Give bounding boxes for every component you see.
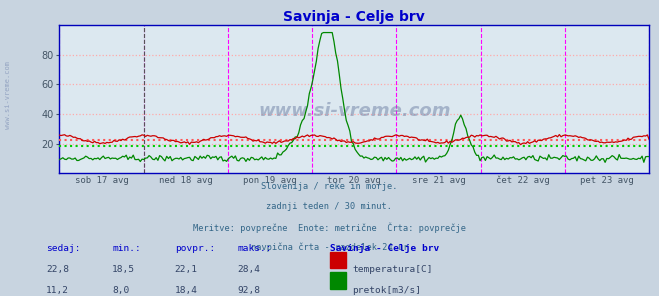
Text: 92,8: 92,8 <box>237 286 260 295</box>
Text: pretok[m3/s]: pretok[m3/s] <box>353 286 422 295</box>
Text: 22,1: 22,1 <box>175 265 198 274</box>
Text: 8,0: 8,0 <box>112 286 129 295</box>
Text: 22,8: 22,8 <box>46 265 69 274</box>
Text: zadnji teden / 30 minut.: zadnji teden / 30 minut. <box>266 202 393 211</box>
Text: Savinja - Celje brv: Savinja - Celje brv <box>330 244 439 253</box>
Text: 11,2: 11,2 <box>46 286 69 295</box>
Text: temperatura[C]: temperatura[C] <box>353 265 433 274</box>
Title: Savinja - Celje brv: Savinja - Celje brv <box>283 10 425 24</box>
Text: 28,4: 28,4 <box>237 265 260 274</box>
Text: povpr.:: povpr.: <box>175 244 215 253</box>
Text: Meritve: povprečne  Enote: metrične  Črta: povprečje: Meritve: povprečne Enote: metrične Črta:… <box>193 222 466 233</box>
Text: Slovenija / reke in morje.: Slovenija / reke in morje. <box>261 182 398 191</box>
Text: www.si-vreme.com: www.si-vreme.com <box>5 61 11 129</box>
Text: www.si-vreme.com: www.si-vreme.com <box>258 102 451 120</box>
Text: navpična črta - razdelek 24 ur: navpična črta - razdelek 24 ur <box>251 242 408 252</box>
Text: 18,5: 18,5 <box>112 265 135 274</box>
Text: sedaj:: sedaj: <box>46 244 80 253</box>
Text: maks.:: maks.: <box>237 244 272 253</box>
Text: 18,4: 18,4 <box>175 286 198 295</box>
Text: min.:: min.: <box>112 244 141 253</box>
